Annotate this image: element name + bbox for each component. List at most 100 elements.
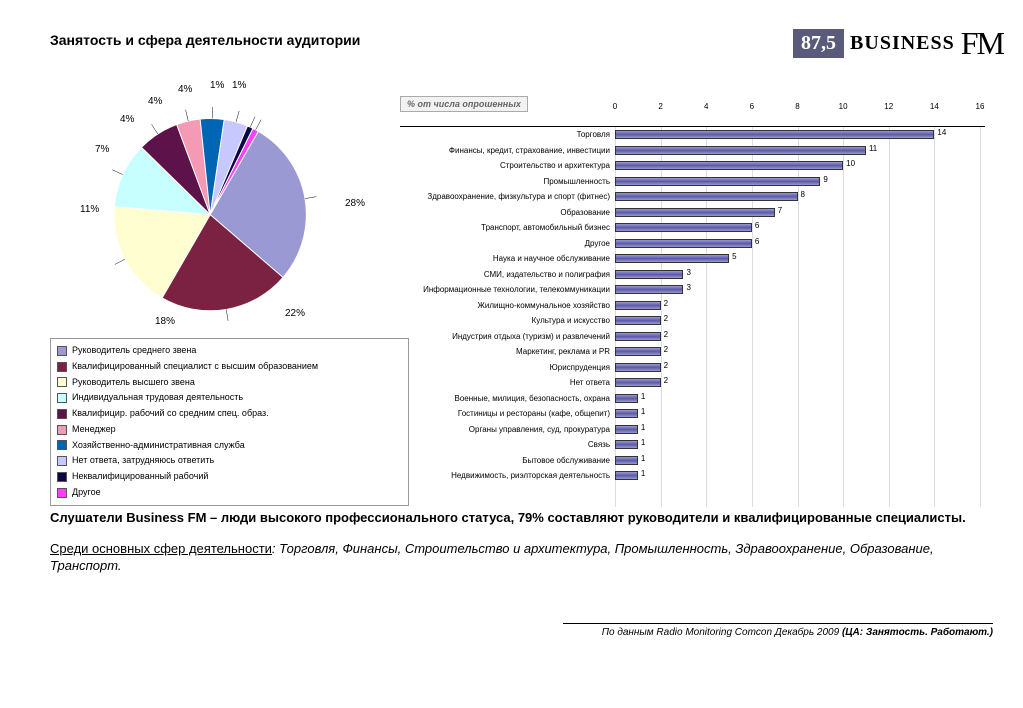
legend-label: Менеджер xyxy=(72,422,116,438)
bar-label: Торговля xyxy=(400,130,615,139)
pie-slice-label: 1% xyxy=(232,80,246,91)
bar-label: Недвижимость, риэлторская деятельность xyxy=(400,471,615,480)
bar-value: 11 xyxy=(866,144,877,153)
bar-label: Транспорт, автомобильный бизнес xyxy=(400,223,615,232)
bar-row: Жилищно-коммунальное хозяйство 2 xyxy=(400,298,985,314)
bar-label: Гостиницы и рестораны (кафе, общепит) xyxy=(400,409,615,418)
bar-row: Образование7 xyxy=(400,205,985,221)
legend-row: Руководитель среднего звена xyxy=(57,343,402,359)
bar-x-axis: 0246810121416 xyxy=(400,114,985,126)
legend-swatch xyxy=(57,456,67,466)
bar-label: Связь xyxy=(400,440,615,449)
bar-label: Здравоохранение, физкультура и спорт (фи… xyxy=(400,192,615,201)
bar xyxy=(615,332,661,341)
bar-value: 1 xyxy=(638,469,645,478)
bar-value: 6 xyxy=(752,237,759,246)
legend-swatch xyxy=(57,472,67,482)
bar-value: 1 xyxy=(638,407,645,416)
logo-fm: FM xyxy=(961,25,1003,62)
legend-swatch xyxy=(57,362,67,372)
x-tick: 0 xyxy=(613,102,617,111)
pie-slice-label: 11% xyxy=(80,204,99,215)
bar-value: 8 xyxy=(798,190,805,199)
bar-label: Жилищно-коммунальное хозяйство xyxy=(400,301,615,310)
bar-row: Связь1 xyxy=(400,437,985,453)
bar-value: 7 xyxy=(775,206,782,215)
bar xyxy=(615,378,661,387)
bar-value: 2 xyxy=(661,299,668,308)
bar-label: Промышленность xyxy=(400,177,615,186)
bar xyxy=(615,177,820,186)
legend-row: Менеджер xyxy=(57,422,402,438)
bar-row: Бытовое обслуживание 1 xyxy=(400,453,985,469)
bar-value: 14 xyxy=(934,128,946,137)
bar-label: Маркетинг, реклама и PR xyxy=(400,347,615,356)
legend-swatch xyxy=(57,393,67,403)
footnote-bold: (ЦА: Занятость. Работают.) xyxy=(842,627,993,638)
legend-row: Нет ответа, затрудняюсь ответить xyxy=(57,453,402,469)
legend-swatch xyxy=(57,425,67,435)
legend-swatch xyxy=(57,346,67,356)
body-line2-prefix: Среди основных сфер деятельности xyxy=(50,541,272,556)
bar-row: Транспорт, автомобильный бизнес 6 xyxy=(400,220,985,236)
pie-slice-label: 22% xyxy=(285,308,305,319)
bar-label: Наука и научное обслуживание xyxy=(400,254,615,263)
bar-value: 2 xyxy=(661,330,668,339)
bar xyxy=(615,146,866,155)
bar xyxy=(615,270,683,279)
body-text: Слушатели Business FM – люди высокого пр… xyxy=(50,510,993,575)
x-tick: 14 xyxy=(930,102,939,111)
bar xyxy=(615,254,729,263)
legend-label: Нет ответа, затрудняюсь ответить xyxy=(72,453,214,469)
bar-chart-header: % от числа опрошенных xyxy=(400,96,528,112)
logo-freq: 87,5 xyxy=(793,29,844,58)
x-tick: 8 xyxy=(795,102,799,111)
legend-label: Квалифицированный специалист с высшим об… xyxy=(72,359,318,375)
x-tick: 10 xyxy=(839,102,848,111)
pie-slice-label: 18% xyxy=(155,316,175,327)
bar xyxy=(615,471,638,480)
bar-row: Информационные технологии, телекоммуника… xyxy=(400,282,985,298)
x-tick: 2 xyxy=(658,102,662,111)
legend-label: Индивидуальная трудовая деятельность xyxy=(72,390,243,406)
bar-row: Культура и искусство2 xyxy=(400,313,985,329)
bar xyxy=(615,208,775,217)
bar-row: Финансы, кредит, страхование, инвестиции… xyxy=(400,143,985,159)
bar-value: 6 xyxy=(752,221,759,230)
bar-row: Маркетинг, реклама и PR2 xyxy=(400,344,985,360)
legend-row: Руководитель высшего звена xyxy=(57,375,402,391)
legend-row: Неквалифицированный рабочий xyxy=(57,469,402,485)
bar xyxy=(615,285,683,294)
bar-label: Нет ответа xyxy=(400,378,615,387)
legend-swatch xyxy=(57,377,67,387)
bar-value: 2 xyxy=(661,314,668,323)
legend-swatch xyxy=(57,440,67,450)
bar-row: Другое 6 xyxy=(400,236,985,252)
bar-label: Индустрия отдыха (туризм) и развлечений xyxy=(400,332,615,341)
body-line1: Слушатели Business FM – люди высокого пр… xyxy=(50,510,993,527)
bar-value: 9 xyxy=(820,175,827,184)
bar-label: СМИ, издательство и полиграфия xyxy=(400,270,615,279)
bar-row: Недвижимость, риэлторская деятельность 1 xyxy=(400,468,985,484)
bar xyxy=(615,192,798,201)
legend-label: Руководитель среднего звена xyxy=(72,343,196,359)
x-tick: 6 xyxy=(750,102,754,111)
legend-label: Неквалифицированный рабочий xyxy=(72,469,208,485)
legend-row: Квалифицир. рабочий со средним спец. обр… xyxy=(57,406,402,422)
legend-label: Хозяйственно-административная служба xyxy=(72,438,245,454)
bar-label: Другое xyxy=(400,239,615,248)
bar-value: 3 xyxy=(683,283,690,292)
bar-label: Бытовое обслуживание xyxy=(400,456,615,465)
footnote: По данным Radio Monitoring Comcon Декабр… xyxy=(563,623,993,638)
bar xyxy=(615,347,661,356)
bar-label: Информационные технологии, телекоммуника… xyxy=(400,285,615,294)
bar xyxy=(615,456,638,465)
bar xyxy=(615,363,661,372)
pie-slice-label: 4% xyxy=(120,114,134,125)
bar-value: 2 xyxy=(661,361,668,370)
bar xyxy=(615,409,638,418)
bar-row: Гостиницы и рестораны (кафе, общепит) 1 xyxy=(400,406,985,422)
bar-row: Военные, милиция, безопасность, охрана1 xyxy=(400,391,985,407)
bar-value: 1 xyxy=(638,454,645,463)
bar-row: Здравоохранение, физкультура и спорт (фи… xyxy=(400,189,985,205)
